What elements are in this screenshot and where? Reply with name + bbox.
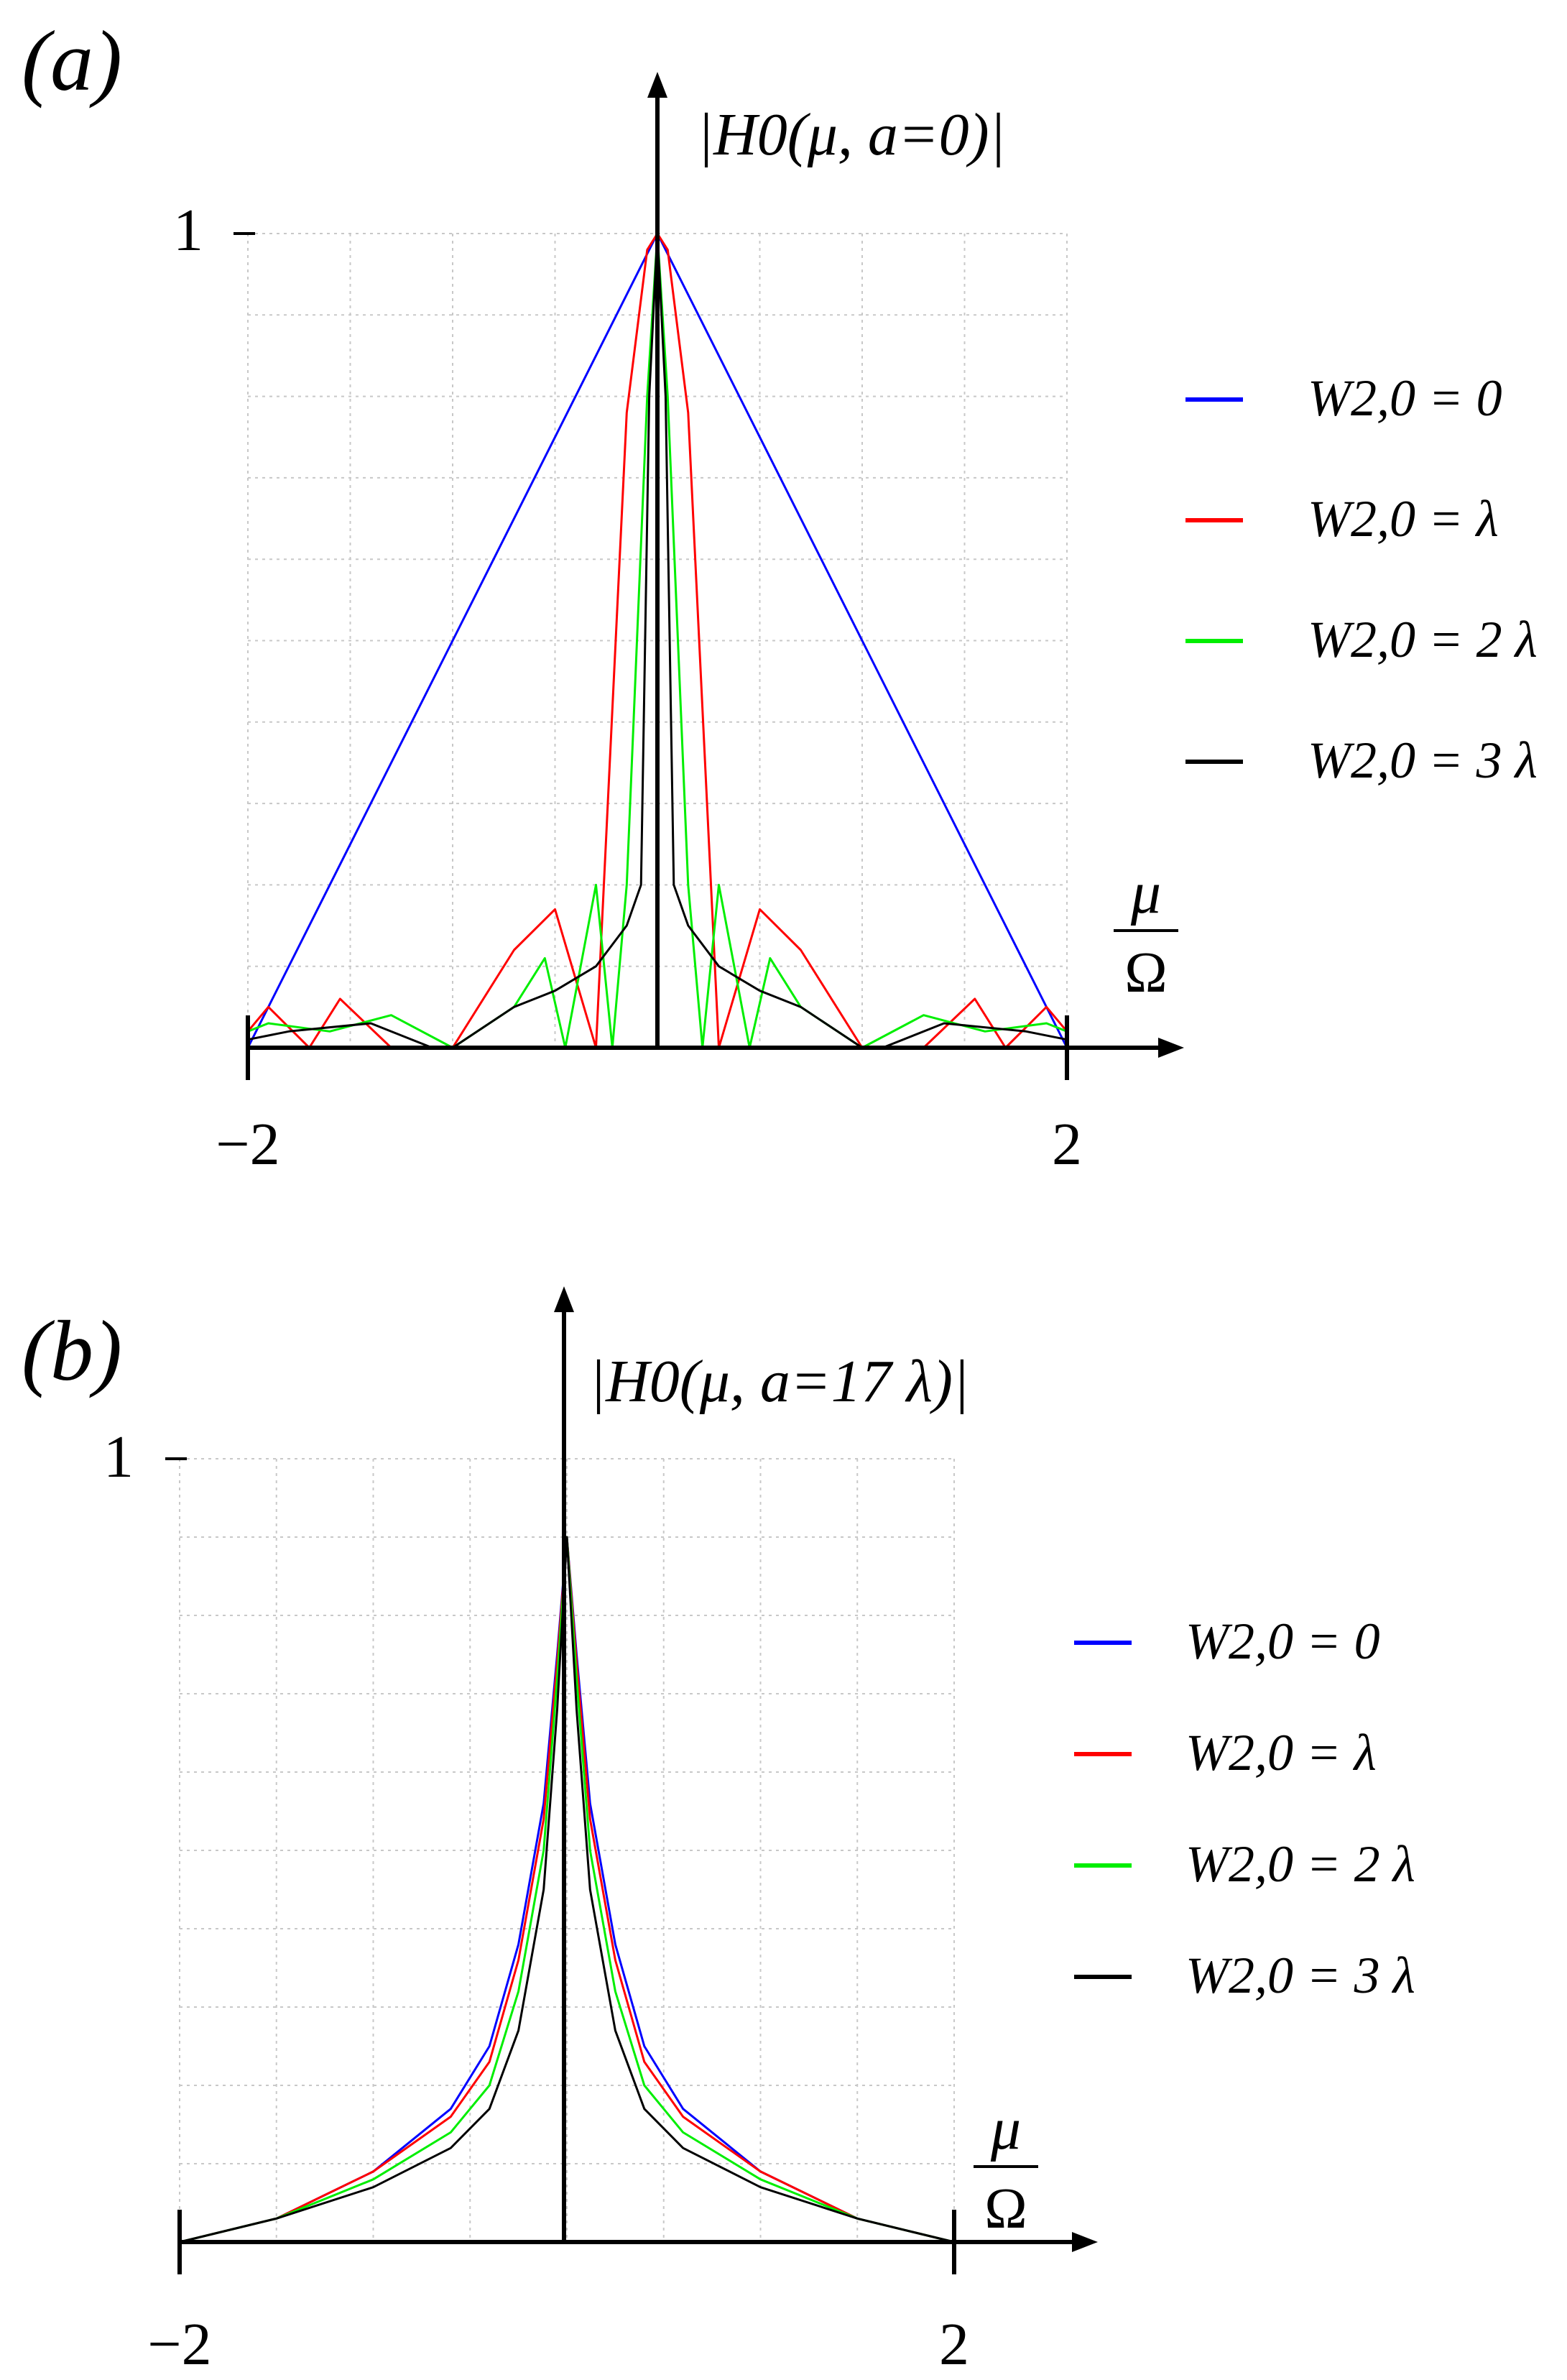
x-tick-label: 2 (939, 2311, 969, 2378)
legend: W2,0 = 0 W2,0 = λ W2,0 = 2 λ W2,0 = 3 λ (1185, 369, 1538, 789)
y-axis-label: |H0(μ, a=0)| (697, 101, 1006, 168)
series-line-3 (179, 1536, 955, 2243)
y-tick-label: 1 (173, 197, 203, 264)
y-axis-arrow (554, 1286, 574, 1312)
chart-panel-b: (b) |H0(μ, a=17 λ)| μΩ −2 2 1 W2,0 = 0 W2,0 = λ… (22, 1286, 1415, 2378)
legend-label: W2,0 = 0 (1308, 369, 1502, 427)
legend-label: W2,0 = 2 λ (1185, 1835, 1415, 1893)
grid (179, 1458, 955, 2242)
legend-label: W2,0 = λ (1308, 490, 1499, 548)
y-tick-label: 1 (103, 1424, 134, 1490)
legend: W2,0 = 0 W2,0 = λ W2,0 = 2 λ W2,0 = 3 λ (1074, 1613, 1415, 2004)
x-axis-label-numerator: μ (990, 2095, 1021, 2162)
x-tick-label: 2 (1052, 1111, 1082, 1178)
axes (234, 72, 1184, 1080)
x-tick-label: −2 (216, 1111, 279, 1178)
x-axis-label-numerator: μ (1130, 859, 1161, 926)
axes (165, 1286, 1098, 2274)
legend-label: W2,0 = 2 λ (1308, 611, 1538, 668)
x-tick-label: −2 (147, 2311, 211, 2378)
legend-label: W2,0 = 3 λ (1185, 1947, 1415, 2004)
y-axis-label: |H0(μ, a=17 λ)| (589, 1348, 969, 1415)
x-axis-arrow (1158, 1038, 1184, 1058)
panel-label: (a) (22, 13, 122, 109)
x-axis-label-denominator: Ω (1124, 941, 1167, 1005)
panel-label: (b) (22, 1303, 122, 1398)
legend-label: W2,0 = λ (1185, 1724, 1377, 1781)
x-axis-arrow (1072, 2232, 1098, 2252)
legend-label: W2,0 = 3 λ (1308, 732, 1538, 789)
y-axis-arrow (647, 72, 667, 98)
legend-label: W2,0 = 0 (1185, 1613, 1380, 1670)
x-axis-label-denominator: Ω (984, 2177, 1027, 2241)
